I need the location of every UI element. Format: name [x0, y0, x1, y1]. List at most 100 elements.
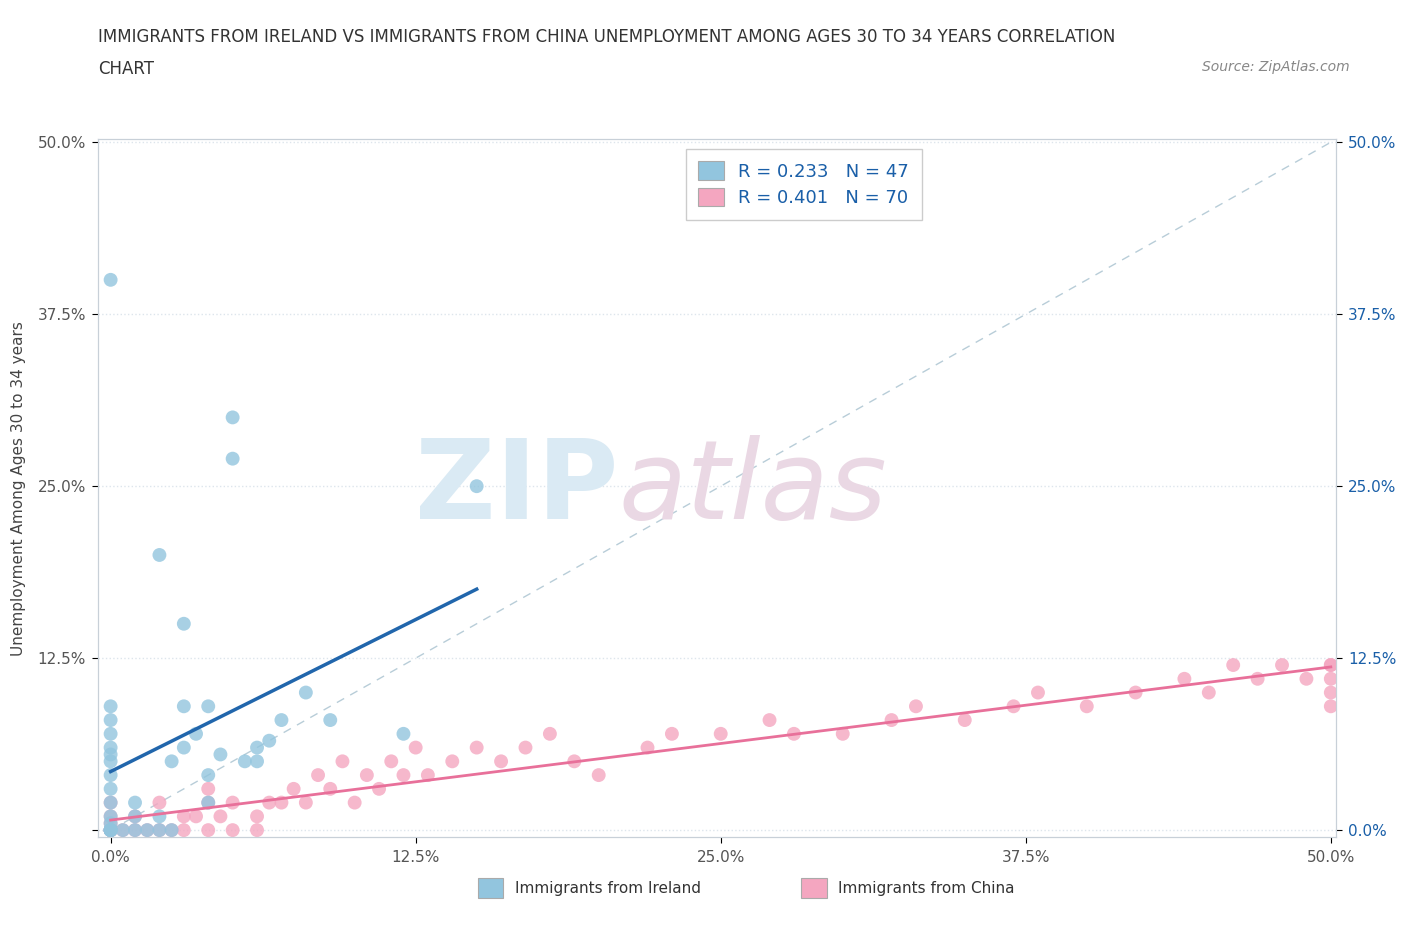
Point: [221, 795, 243, 810]
Point: [197, 795, 219, 810]
Point: [1320, 658, 1343, 672]
Point: [136, 823, 159, 838]
Point: [100, 754, 122, 769]
Y-axis label: Unemployment Among Ages 30 to 34 years: Unemployment Among Ages 30 to 34 years: [11, 321, 27, 656]
Point: [246, 754, 269, 769]
Text: Source: ZipAtlas.com: Source: ZipAtlas.com: [1202, 60, 1350, 74]
Point: [124, 823, 146, 838]
Point: [173, 823, 195, 838]
Point: [710, 726, 733, 741]
Point: [283, 781, 305, 796]
Point: [100, 823, 122, 838]
Point: [100, 823, 122, 838]
Point: [904, 698, 927, 713]
Text: IMMIGRANTS FROM IRELAND VS IMMIGRANTS FROM CHINA UNEMPLOYMENT AMONG AGES 30 TO 3: IMMIGRANTS FROM IRELAND VS IMMIGRANTS FR…: [98, 28, 1116, 46]
Point: [1173, 671, 1195, 686]
Point: [538, 726, 561, 741]
Point: [441, 754, 464, 769]
Point: [184, 726, 207, 741]
Point: [100, 726, 122, 741]
Point: [405, 740, 427, 755]
Point: [221, 410, 243, 425]
Point: [148, 823, 170, 838]
Point: [562, 754, 585, 769]
Text: Immigrants from China: Immigrants from China: [838, 881, 1015, 896]
Point: [100, 740, 122, 755]
Point: [148, 823, 170, 838]
Point: [1222, 658, 1244, 672]
Point: [221, 823, 243, 838]
Point: [1320, 671, 1343, 686]
Point: [257, 733, 280, 748]
Point: [173, 617, 195, 631]
Point: [1320, 698, 1343, 713]
Point: [100, 823, 122, 838]
Point: [1125, 685, 1147, 700]
Point: [233, 754, 256, 769]
Point: [1295, 671, 1317, 686]
Point: [465, 479, 488, 494]
Point: [197, 781, 219, 796]
Point: [246, 823, 269, 838]
Point: [637, 740, 659, 755]
Point: [209, 747, 232, 762]
Point: [1002, 698, 1025, 713]
Point: [209, 809, 232, 824]
Point: [319, 712, 342, 727]
Point: [124, 823, 146, 838]
Point: [1076, 698, 1098, 713]
Point: [295, 795, 318, 810]
Point: [124, 809, 146, 824]
Point: [295, 685, 318, 700]
Point: [246, 740, 269, 755]
Point: [246, 809, 269, 824]
Point: [160, 823, 183, 838]
Point: [1246, 671, 1268, 686]
Point: [100, 747, 122, 762]
Point: [111, 823, 134, 838]
Point: [416, 767, 439, 782]
Point: [1320, 658, 1343, 672]
Point: [197, 823, 219, 838]
Point: [100, 823, 122, 838]
Point: [197, 767, 219, 782]
Point: [588, 767, 610, 782]
Point: [100, 823, 122, 838]
Point: [100, 795, 122, 810]
Point: [100, 712, 122, 727]
Point: [100, 823, 122, 838]
Point: [392, 767, 415, 782]
Point: [307, 767, 329, 782]
Point: [148, 809, 170, 824]
Point: [343, 795, 366, 810]
Point: [100, 823, 122, 838]
Point: [197, 698, 219, 713]
Point: [100, 795, 122, 810]
Point: [100, 823, 122, 838]
Text: atlas: atlas: [619, 434, 887, 542]
Point: [148, 548, 170, 563]
Point: [953, 712, 976, 727]
Point: [221, 451, 243, 466]
Point: [124, 795, 146, 810]
Point: [380, 754, 402, 769]
Point: [332, 754, 354, 769]
Point: [257, 795, 280, 810]
Point: [100, 767, 122, 782]
Point: [124, 809, 146, 824]
Text: Immigrants from Ireland: Immigrants from Ireland: [515, 881, 700, 896]
Point: [160, 823, 183, 838]
Point: [100, 823, 122, 838]
Point: [270, 795, 292, 810]
Point: [392, 726, 415, 741]
Point: [100, 809, 122, 824]
Point: [100, 781, 122, 796]
Point: [489, 754, 512, 769]
Point: [661, 726, 683, 741]
Point: [136, 823, 159, 838]
Point: [173, 809, 195, 824]
Point: [100, 816, 122, 830]
Point: [1026, 685, 1049, 700]
Point: [356, 767, 378, 782]
Point: [465, 740, 488, 755]
